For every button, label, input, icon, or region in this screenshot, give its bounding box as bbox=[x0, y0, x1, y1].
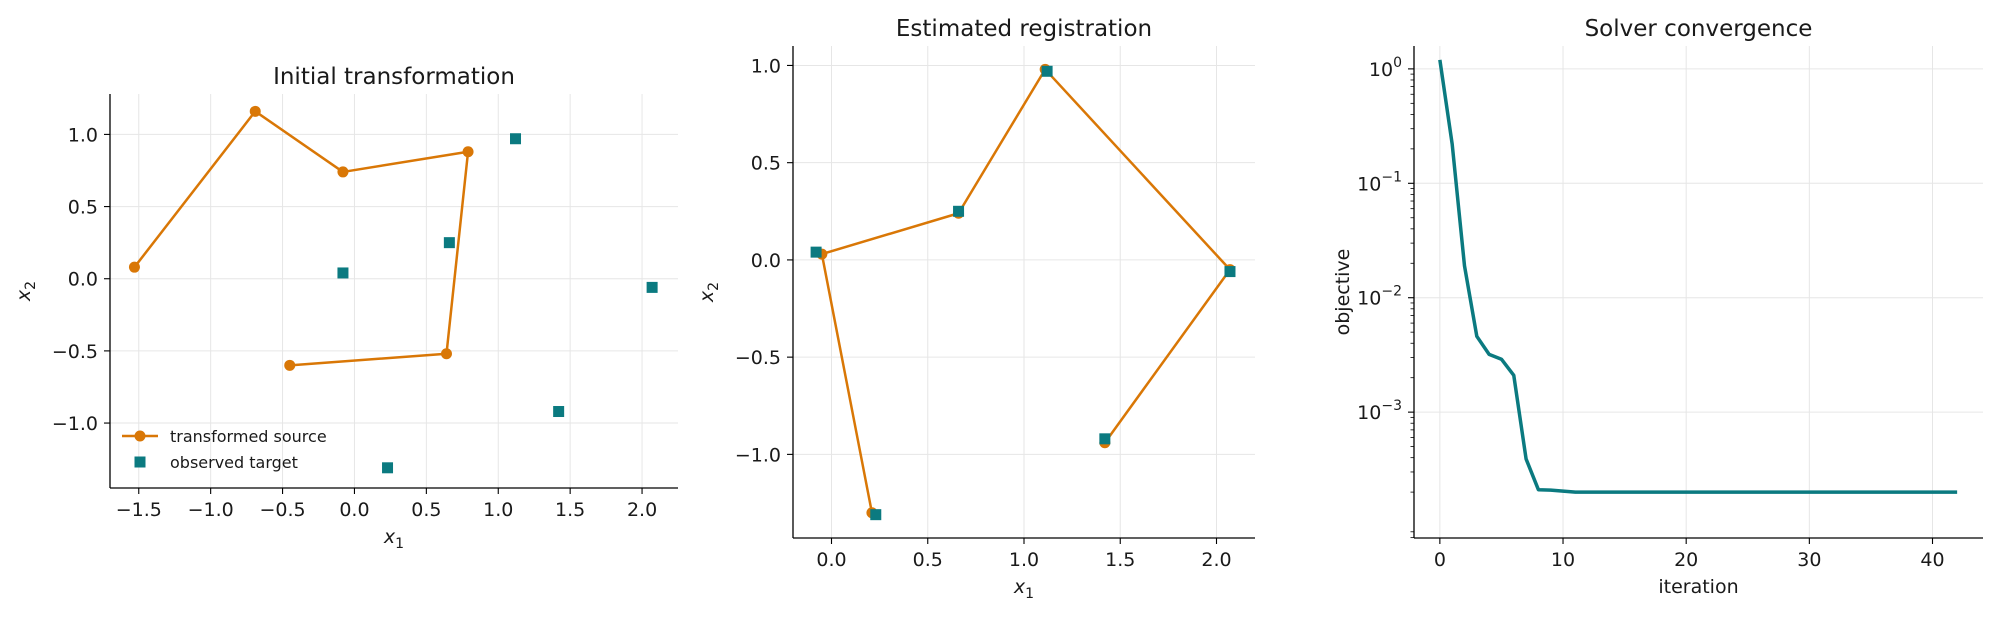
y-tick-label: 1.0 bbox=[68, 124, 98, 146]
x-tick-label: 0 bbox=[1434, 549, 1446, 571]
x-tick-label: 2.0 bbox=[1201, 549, 1231, 571]
chart-title: Estimated registration bbox=[896, 16, 1152, 42]
data-point bbox=[510, 133, 522, 145]
x-tick-label: 1.5 bbox=[555, 499, 585, 521]
y-tick-label: 0.0 bbox=[68, 269, 98, 291]
y-tick-label: 10−2 bbox=[1357, 284, 1402, 310]
y-axis-label: objective bbox=[1332, 249, 1354, 336]
data-point bbox=[284, 359, 296, 371]
y-axis-label: x2 bbox=[696, 282, 722, 303]
x-tick-label: −1.5 bbox=[116, 499, 162, 521]
series-transformed-source bbox=[128, 105, 474, 371]
chart-title: Initial transformation bbox=[273, 64, 515, 90]
chart-2: 0.0 0.5 1.0 1.5 2.0 1.0 0.5 0.0 −0.5 −1.0 Estimate… bbox=[696, 16, 1255, 602]
series-line bbox=[133, 110, 470, 367]
x-axis-label: x1 bbox=[1013, 576, 1034, 602]
data-point bbox=[953, 205, 965, 217]
legend-label: observed target bbox=[170, 453, 298, 472]
y-tick-label: −0.5 bbox=[735, 347, 781, 369]
x-tick-label: 40 bbox=[1920, 549, 1944, 571]
y-tick-label: 0.5 bbox=[68, 197, 98, 219]
data-point bbox=[1041, 65, 1053, 77]
x-tick-label: 1.5 bbox=[1105, 549, 1135, 571]
x-tick-label: 30 bbox=[1797, 549, 1821, 571]
y-tick-label: 10−3 bbox=[1357, 398, 1402, 424]
data-point bbox=[337, 166, 349, 178]
series-line bbox=[820, 68, 1232, 513]
series-square bbox=[810, 65, 1236, 521]
y-tick-label: 0.0 bbox=[751, 250, 781, 272]
y-tick-label: −1.0 bbox=[735, 444, 781, 466]
data-point bbox=[553, 406, 565, 418]
x-tick-label: 0.0 bbox=[816, 549, 846, 571]
data-point bbox=[1099, 433, 1111, 445]
x-tick-label: 0.5 bbox=[411, 499, 441, 521]
data-point bbox=[1224, 266, 1236, 278]
x-tick-label: 10 bbox=[1551, 549, 1575, 571]
data-point bbox=[337, 267, 349, 279]
data-point bbox=[870, 509, 882, 521]
y-tick-label: −1.0 bbox=[52, 413, 98, 435]
chart-title: Solver convergence bbox=[1585, 16, 1813, 42]
y-tick-label: 0.5 bbox=[751, 153, 781, 175]
legend-marker bbox=[134, 456, 146, 468]
legend-label: transformed source bbox=[170, 427, 327, 446]
data-point bbox=[810, 246, 822, 258]
y-axis-label: x2 bbox=[13, 281, 39, 302]
x-tick-label: 2.0 bbox=[627, 499, 657, 521]
legend-marker bbox=[134, 430, 146, 442]
chart-3: 0 10 20 30 40 100 10−1 10−2 10−3 Solver convergen… bbox=[1332, 16, 1983, 598]
data-point bbox=[382, 462, 394, 474]
x-axis-label: iteration bbox=[1658, 576, 1738, 598]
x-tick-label: 20 bbox=[1674, 549, 1698, 571]
data-point bbox=[249, 105, 261, 117]
data-point bbox=[646, 281, 658, 293]
y-tick-label: −0.5 bbox=[52, 341, 98, 363]
y-tick-label: 1.0 bbox=[751, 55, 781, 77]
data-point bbox=[128, 261, 140, 273]
x-tick-label: 1.0 bbox=[483, 499, 513, 521]
data-point bbox=[440, 348, 452, 360]
x-axis-label: x1 bbox=[383, 526, 404, 552]
series-observed-target bbox=[337, 133, 658, 474]
x-tick-label: −1.0 bbox=[188, 499, 234, 521]
series-line bbox=[1438, 59, 1958, 494]
x-tick-label: −0.5 bbox=[259, 499, 305, 521]
data-point bbox=[462, 146, 474, 158]
series-line bbox=[1438, 59, 1958, 494]
legend: transformed source observed target bbox=[122, 427, 327, 472]
data-point bbox=[443, 237, 455, 249]
x-tick-label: 1.0 bbox=[1009, 549, 1039, 571]
x-tick-label: 0.0 bbox=[339, 499, 369, 521]
chart-1: −1.5 −1.0 −0.5 0.0 0.5 1.0 1.5 2.0 1.0 0.5 0.0 −0.5… bbox=[13, 64, 678, 552]
y-tick-label: 100 bbox=[1369, 55, 1402, 81]
x-tick-label: 0.5 bbox=[913, 549, 943, 571]
y-tick-label: 10−1 bbox=[1357, 169, 1402, 195]
